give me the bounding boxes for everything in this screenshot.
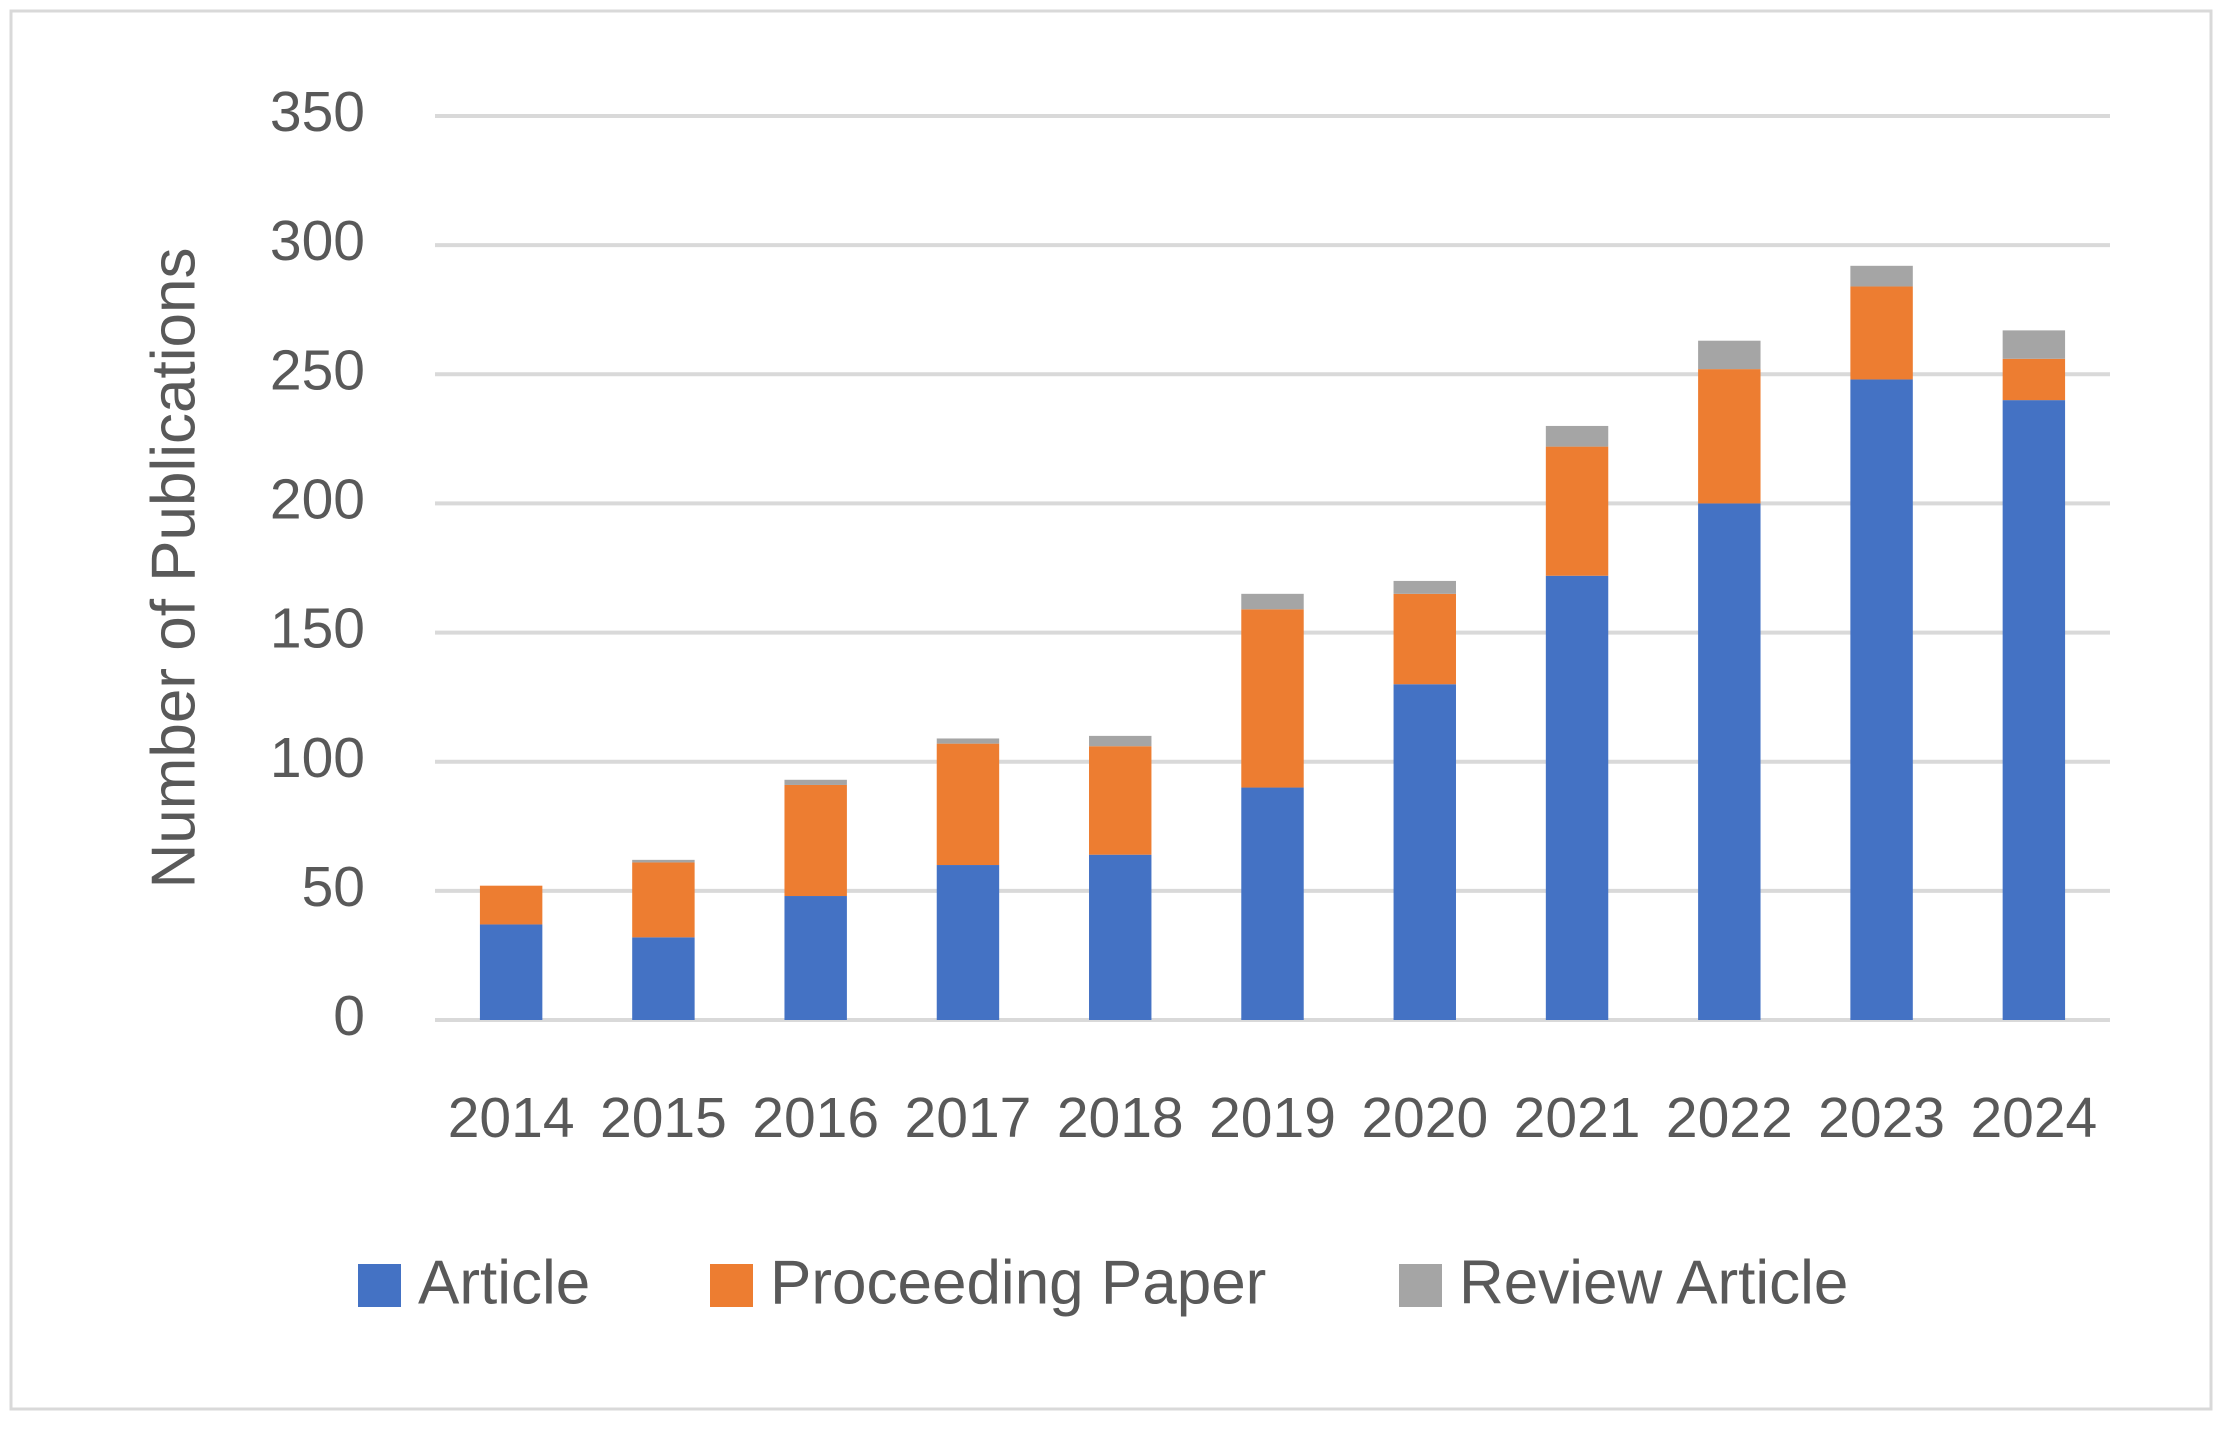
x-tick-label: 2015 [600, 1086, 727, 1150]
x-tick-label: 2021 [1514, 1086, 1641, 1150]
x-tick-label: 2014 [448, 1086, 575, 1150]
x-tick-label: 2023 [1818, 1086, 1945, 1150]
bar-segment [936, 865, 1000, 1020]
bar-segment [1241, 609, 1304, 788]
bar-segment [1089, 854, 1152, 1020]
x-tick-label: 2024 [1970, 1086, 2097, 1150]
y-tick-label: 0 [333, 984, 365, 1048]
bar-segment [479, 924, 543, 1020]
bar-segment [1393, 684, 1456, 1020]
y-tick-label: 350 [270, 80, 365, 144]
bar-segment [1698, 369, 1761, 504]
bar-segment [2002, 358, 2066, 401]
bar-segment [1698, 503, 1761, 1020]
bar-segment [1089, 735, 1152, 747]
bar-segment [632, 862, 695, 938]
legend-label: Proceeding Paper [770, 1248, 1266, 1317]
bar-segment [784, 784, 847, 897]
y-tick-label: 250 [270, 338, 365, 402]
y-tick-label: 150 [270, 597, 365, 661]
legend-swatch [710, 1264, 753, 1307]
bar-segment [1393, 593, 1456, 685]
legend-swatch [358, 1264, 401, 1307]
x-tick-label: 2022 [1666, 1086, 1793, 1150]
x-tick-label: 2020 [1361, 1086, 1488, 1150]
bar-segment [2002, 330, 2066, 359]
bar-segment [632, 937, 695, 1020]
y-tick-label: 300 [270, 209, 365, 273]
legend-label: Review Article [1459, 1248, 1848, 1317]
bar-segment [1545, 446, 1609, 576]
y-tick-label: 50 [302, 855, 365, 919]
bar-segment [2002, 400, 2066, 1021]
bar-segment [936, 738, 1000, 744]
bar-segment [784, 896, 847, 1020]
y-axis-label: Number of Publications [139, 248, 208, 889]
y-tick-label: 100 [270, 726, 365, 790]
bar-segment [784, 779, 847, 785]
bar-segment [479, 885, 543, 925]
bar-segment [1850, 286, 1913, 380]
y-tick-label: 200 [270, 467, 365, 531]
bar-segment [1850, 265, 1913, 287]
bar-segment [936, 743, 1000, 866]
legend-label: Article [418, 1248, 590, 1317]
legend-swatch [1399, 1264, 1442, 1307]
bar-segment [1089, 746, 1152, 855]
bar-segment [1698, 340, 1761, 370]
bar-segment [1241, 787, 1304, 1020]
bar-segment [632, 859, 695, 863]
x-tick-label: 2016 [752, 1086, 879, 1150]
bar-segment [1545, 425, 1609, 447]
bar-segment [1241, 593, 1304, 610]
x-tick-label: 2018 [1057, 1086, 1184, 1150]
bar-segment [1850, 379, 1913, 1020]
x-tick-label: 2019 [1209, 1086, 1336, 1150]
bar-segment [1545, 575, 1609, 1020]
x-tick-label: 2017 [905, 1086, 1032, 1150]
bar-segment [1393, 580, 1456, 594]
